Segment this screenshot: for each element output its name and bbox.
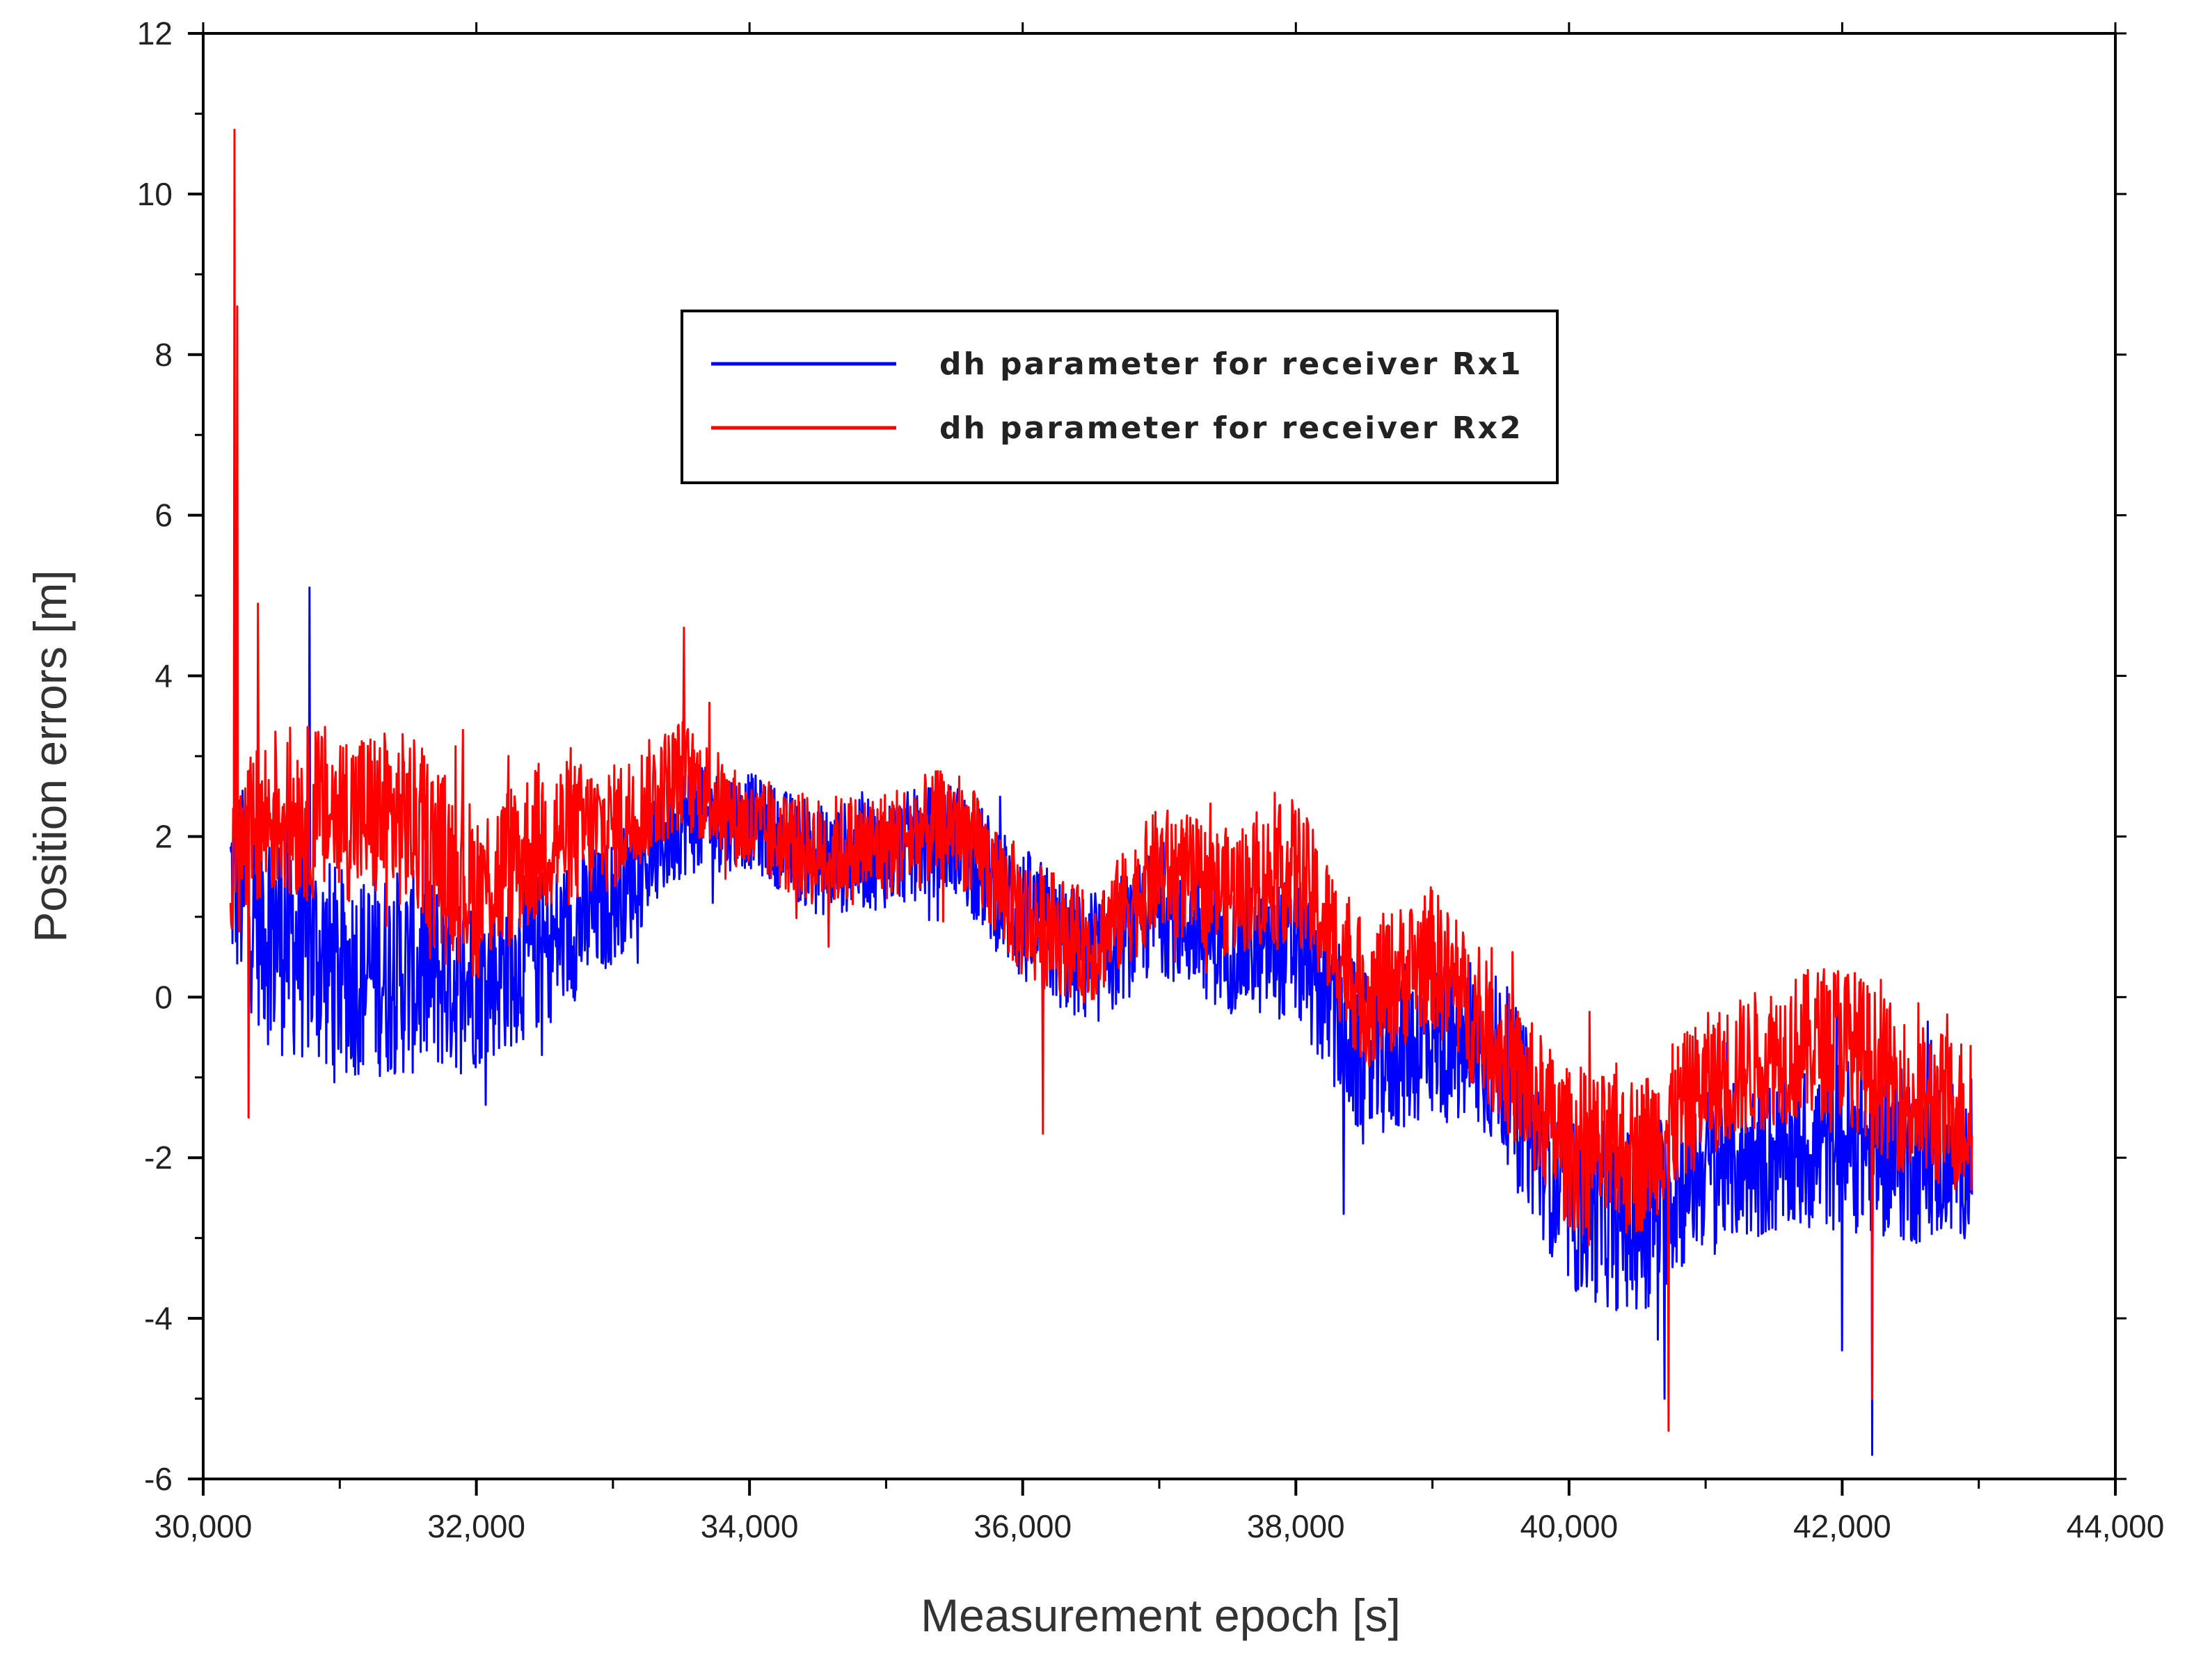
- series-layer: [229, 129, 1973, 1456]
- x-axis-title: Measurement epoch [s]: [921, 1590, 1401, 1641]
- x-tick-label: 36,000: [973, 1508, 1072, 1544]
- x-tick-label: 40,000: [1520, 1508, 1619, 1544]
- y-tick-label: 2: [154, 818, 173, 854]
- y-tick-label: 10: [137, 176, 173, 212]
- y-tick-label: -4: [144, 1300, 173, 1336]
- y-tick-label: 0: [154, 979, 173, 1015]
- x-tick-label: 30,000: [154, 1508, 253, 1544]
- x-tick-label: 34,000: [701, 1508, 799, 1544]
- y-tick-label: 6: [154, 497, 173, 534]
- x-tick-label: 32,000: [427, 1508, 525, 1544]
- y-tick-label: -2: [144, 1139, 173, 1176]
- ticks-layer: [188, 22, 2127, 1496]
- y-tick-labels: -6 -4 -2 0 2 4 6 8 10 12: [137, 15, 173, 1497]
- legend: dh parameter for receiver Rx1 dh paramet…: [681, 310, 1559, 484]
- legend-label-rx1: dh parameter for receiver Rx1: [939, 346, 1523, 382]
- x-tick-label: 42,000: [1793, 1508, 1891, 1544]
- y-axis-title: Position errors [m]: [24, 570, 76, 942]
- y-tick-label: 12: [137, 15, 173, 51]
- series-line-rx2: [229, 129, 1973, 1432]
- x-tick-label: 38,000: [1247, 1508, 1345, 1544]
- y-tick-label: 8: [154, 337, 173, 373]
- legend-box: [681, 310, 1559, 484]
- x-tick-label: 44,000: [2067, 1508, 2165, 1544]
- y-tick-label: -6: [144, 1461, 173, 1497]
- x-tick-labels: 30,000 32,000 34,000 36,000 38,000 40,000 42,0…: [154, 1508, 2165, 1544]
- legend-label-rx2: dh parameter for receiver Rx2: [939, 410, 1523, 446]
- y-tick-label: 4: [154, 658, 173, 694]
